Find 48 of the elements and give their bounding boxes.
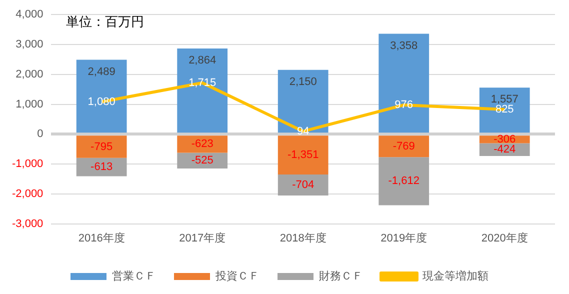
- data-label: -795: [90, 140, 113, 153]
- y-tick-label: -2,000: [12, 188, 44, 200]
- bar: [76, 60, 127, 133]
- bar: [76, 158, 127, 176]
- legend-label: 投資ＣＦ: [214, 270, 260, 283]
- x-tick-label: 2016年度: [78, 231, 125, 244]
- y-tick-label: 2,000: [16, 68, 44, 80]
- data-label: -424: [494, 144, 516, 156]
- bar: [177, 136, 228, 153]
- data-label: 1,080: [88, 96, 116, 108]
- bar: [479, 88, 530, 133]
- x-tick-label: 2020年度: [481, 231, 528, 244]
- bar: [378, 157, 430, 206]
- data-label: 2,489: [88, 66, 116, 78]
- data-label: -769: [392, 140, 415, 152]
- bar: [378, 136, 430, 158]
- data-label: 825: [495, 104, 514, 116]
- data-label: -1,351: [287, 149, 319, 162]
- bar: [378, 34, 430, 133]
- bar: [278, 136, 328, 175]
- data-label: -306: [494, 133, 516, 146]
- legend-label: 営業ＣＦ: [112, 270, 156, 283]
- data-label: -623: [191, 138, 214, 150]
- data-label: 2,150: [289, 76, 317, 88]
- data-label: -613: [90, 161, 113, 174]
- x-tick-label: 2019年度: [380, 231, 428, 244]
- y-tick-label: -3,000: [12, 218, 44, 230]
- bar: [278, 70, 328, 133]
- data-label: -525: [191, 154, 214, 167]
- y-tick-label: 3,000: [16, 38, 44, 51]
- data-label: 2,864: [188, 54, 216, 67]
- data-label: -704: [292, 179, 314, 192]
- x-tick-label: 2017年度: [179, 231, 226, 244]
- legend-label: 財務ＣＦ: [319, 270, 363, 283]
- y-tick-label: 4,000: [16, 8, 44, 21]
- y-tick-label: 1,000: [16, 98, 44, 110]
- x-tick-label: 2018年度: [280, 231, 326, 244]
- y-tick-label: -1,000: [12, 158, 44, 170]
- bar: [278, 174, 328, 196]
- legend-label: 現金等増加額: [422, 270, 488, 283]
- data-label: 94: [296, 125, 310, 138]
- data-label: 1,557: [490, 94, 518, 106]
- annotation: 単位：百万円: [66, 14, 144, 30]
- data-label: -1,612: [388, 175, 420, 188]
- bar: [177, 48, 228, 133]
- y-tick-label: 0: [37, 128, 44, 140]
- data-label: 3,358: [390, 40, 418, 52]
- bar: [76, 136, 127, 158]
